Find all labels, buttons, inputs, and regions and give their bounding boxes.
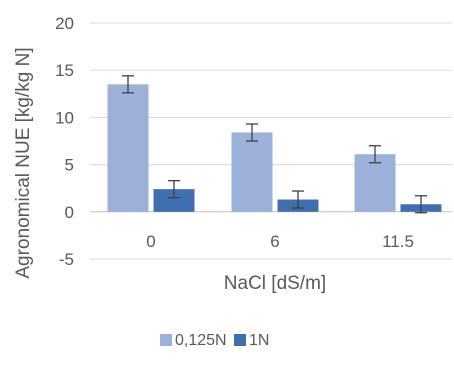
x-tick-label: 0 [146, 232, 155, 251]
error-bar [415, 195, 427, 214]
y-tick-label: 0 [65, 203, 74, 222]
x-axis-title: NaCl [dS/m] [224, 273, 326, 294]
error-bar [168, 179, 180, 199]
error-bar [369, 145, 381, 164]
bars [107, 84, 442, 212]
y-tick-label: -5 [59, 250, 74, 269]
y-tick-label: 5 [65, 156, 74, 175]
x-tick-label: 11.5 [382, 232, 414, 251]
error-bar [292, 190, 304, 209]
y-tick-label: 20 [55, 14, 74, 33]
legend: 0,125N 1N [160, 332, 269, 349]
legend-label: 1N [249, 332, 269, 349]
legend-swatch [160, 334, 172, 346]
x-tick-labels: 0 6 11.5 [146, 232, 414, 251]
y-axis-title: Agronomical NUE [kg/kg N] [13, 47, 34, 278]
bar [153, 189, 195, 212]
bar [354, 154, 396, 212]
y-tick-labels: -5 0 5 10 15 20 [55, 14, 74, 269]
bar [231, 132, 273, 212]
bar [107, 84, 149, 212]
error-bar [246, 123, 258, 142]
x-tick-label: 6 [270, 232, 279, 251]
legend-label: 0,125N [175, 332, 227, 349]
y-tick-label: 10 [55, 108, 74, 127]
y-tick-label: 15 [55, 61, 74, 80]
legend-entry: 1N [234, 332, 269, 349]
error-bar [122, 75, 134, 94]
legend-entry: 0,125N [160, 332, 227, 349]
legend-swatch [234, 334, 246, 346]
error-bars [122, 75, 427, 214]
